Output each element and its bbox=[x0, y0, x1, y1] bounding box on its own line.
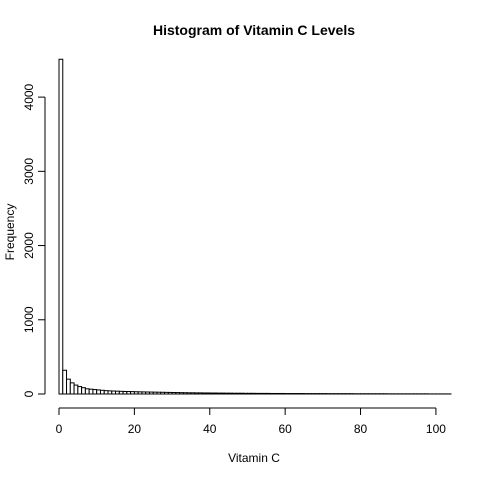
histogram-bar bbox=[137, 391, 143, 395]
histogram-bar bbox=[235, 392, 241, 395]
histogram-bar bbox=[156, 391, 162, 395]
histogram-bar bbox=[197, 392, 203, 395]
y-tick-label: 2000 bbox=[22, 232, 36, 259]
histogram-bar bbox=[171, 392, 177, 395]
histogram-bar bbox=[69, 382, 75, 395]
histogram-bar bbox=[265, 392, 271, 395]
x-axis-label: Vitamin C bbox=[228, 451, 280, 465]
histogram-bar bbox=[73, 384, 79, 395]
histogram-bar bbox=[209, 392, 215, 395]
histogram-bar bbox=[81, 387, 86, 395]
chart-title: Histogram of Vitamin C Levels bbox=[153, 22, 355, 38]
x-tick-label: 20 bbox=[128, 422, 142, 436]
histogram-bar bbox=[175, 392, 181, 395]
histogram-bar bbox=[254, 392, 260, 395]
histogram-bar bbox=[130, 391, 135, 395]
y-tick-label: 4000 bbox=[22, 83, 36, 110]
histogram-bar bbox=[141, 391, 147, 395]
histogram-bar bbox=[269, 392, 275, 395]
histogram-bar bbox=[126, 391, 132, 395]
histogram-bar bbox=[77, 386, 83, 395]
histogram-bar bbox=[243, 392, 248, 395]
histogram-bar bbox=[58, 58, 64, 395]
histogram-bar bbox=[96, 389, 101, 395]
y-axis-label: Frequency bbox=[3, 204, 17, 261]
histogram-bar bbox=[167, 391, 173, 395]
histogram-bar bbox=[246, 392, 252, 395]
histogram-bar bbox=[92, 389, 98, 395]
histogram-bar bbox=[262, 392, 267, 395]
histogram-bar bbox=[103, 390, 109, 395]
histogram-bar bbox=[122, 390, 128, 395]
histogram-bar bbox=[62, 369, 68, 395]
histogram-bar bbox=[277, 392, 282, 395]
x-tick-label: 100 bbox=[426, 422, 446, 436]
histogram-bar bbox=[118, 390, 124, 395]
y-tick-label: 3000 bbox=[22, 158, 36, 185]
histogram-bars bbox=[58, 58, 452, 395]
histogram-bar bbox=[115, 390, 120, 395]
histogram-bar bbox=[224, 392, 230, 395]
histogram-bar bbox=[250, 392, 256, 395]
histogram-bar bbox=[231, 392, 237, 395]
histogram-bar bbox=[194, 392, 199, 395]
histogram-bar bbox=[258, 392, 264, 395]
histogram-bar bbox=[182, 392, 188, 395]
y-tick-label: 1000 bbox=[22, 306, 36, 333]
histogram-bar bbox=[216, 392, 222, 395]
histogram-bar bbox=[280, 392, 286, 395]
histogram-bar bbox=[164, 391, 169, 395]
histogram-bar bbox=[152, 391, 158, 395]
histogram-bar bbox=[228, 392, 233, 395]
histogram-bar bbox=[88, 388, 94, 395]
x-tick-label: 80 bbox=[354, 422, 368, 436]
histogram-bar bbox=[148, 391, 154, 395]
histogram-bar bbox=[186, 392, 192, 395]
x-axis: 0 20 40 60 80 100 bbox=[56, 407, 446, 436]
histogram-bar bbox=[213, 392, 218, 395]
y-tick-label: 0 bbox=[22, 390, 36, 397]
histogram-bar bbox=[273, 392, 279, 395]
histogram-bar bbox=[190, 392, 196, 395]
histogram-bar bbox=[160, 391, 166, 395]
histogram-bar bbox=[239, 392, 245, 395]
x-tick-label: 0 bbox=[56, 422, 63, 436]
histogram-bar bbox=[84, 388, 90, 395]
x-tick-label: 60 bbox=[278, 422, 292, 436]
histogram-bar bbox=[201, 392, 207, 395]
y-axis: 0 1000 2000 3000 4000 bbox=[22, 83, 46, 397]
histogram-bar bbox=[66, 378, 71, 395]
x-tick-label: 40 bbox=[203, 422, 217, 436]
histogram-bar bbox=[133, 391, 139, 395]
histogram-bar bbox=[99, 389, 105, 395]
histogram-bar bbox=[205, 392, 211, 395]
histogram-bar bbox=[111, 390, 117, 395]
histogram-bar bbox=[220, 392, 226, 395]
histogram-bar bbox=[107, 390, 113, 395]
histogram-bar bbox=[145, 391, 150, 395]
histogram-bar bbox=[179, 392, 184, 395]
